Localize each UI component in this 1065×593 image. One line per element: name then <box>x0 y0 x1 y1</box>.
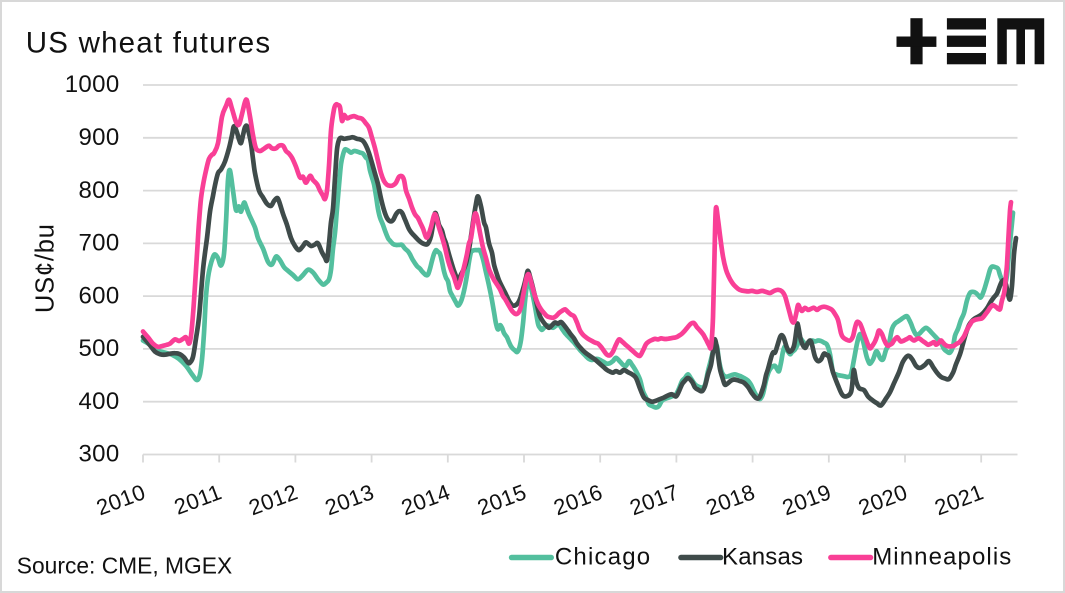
svg-text:2015: 2015 <box>474 479 530 520</box>
svg-text:2018: 2018 <box>703 479 759 520</box>
svg-text:900: 900 <box>78 124 119 151</box>
svg-text:Minneapolis: Minneapolis <box>872 544 1012 571</box>
svg-text:2021: 2021 <box>931 479 987 520</box>
svg-text:700: 700 <box>78 230 119 257</box>
svg-text:2014: 2014 <box>398 479 454 520</box>
svg-text:800: 800 <box>78 177 119 204</box>
svg-text:1000: 1000 <box>65 71 120 98</box>
svg-text:2016: 2016 <box>550 479 606 520</box>
svg-text:2010: 2010 <box>93 479 149 520</box>
svg-text:US wheat futures: US wheat futures <box>26 26 271 59</box>
svg-text:2011: 2011 <box>171 479 225 519</box>
svg-text:300: 300 <box>78 441 119 468</box>
svg-text:2012: 2012 <box>245 479 301 520</box>
svg-text:Chicago: Chicago <box>555 544 651 571</box>
svg-text:2020: 2020 <box>855 479 911 520</box>
svg-text:400: 400 <box>78 388 119 415</box>
svg-text:2019: 2019 <box>779 479 835 520</box>
svg-text:US¢/bu: US¢/bu <box>32 223 60 313</box>
svg-text:600: 600 <box>78 282 119 309</box>
svg-text:Source: CME, MGEX: Source: CME, MGEX <box>17 553 232 579</box>
svg-text:500: 500 <box>78 335 119 362</box>
svg-text:Kansas: Kansas <box>722 544 803 571</box>
svg-text:2017: 2017 <box>626 479 682 520</box>
svg-text:2013: 2013 <box>322 479 378 520</box>
